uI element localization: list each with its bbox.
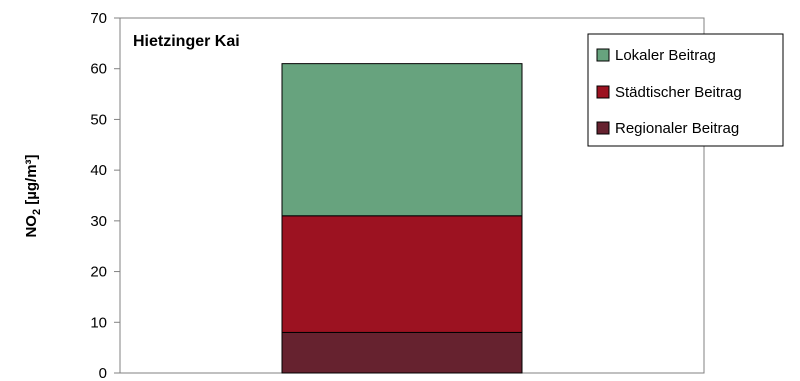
bar-segment-st-dtischer-beitrag bbox=[281, 215, 523, 333]
legend-swatch-lokaler-beitrag bbox=[596, 48, 610, 62]
y-tick-label: 30 bbox=[90, 213, 107, 230]
y-axis: 0 10 20 30 40 50 60 70 bbox=[90, 10, 121, 381]
y-axis-label: NO2 [µg/m³] bbox=[23, 154, 43, 237]
y-tick-label: 0 bbox=[99, 365, 107, 381]
chart-title: Hietzinger Kai bbox=[133, 33, 240, 50]
y-tick-label: 70 bbox=[90, 10, 107, 27]
y-axis-label-unit: [µg/m³] bbox=[23, 154, 40, 208]
legend-box bbox=[587, 33, 784, 147]
bar-stack bbox=[281, 63, 523, 374]
y-tick-label: 10 bbox=[90, 314, 107, 331]
y-tick-label: 60 bbox=[90, 61, 107, 78]
y-tick-label: 20 bbox=[90, 264, 107, 281]
y-tick-label: 50 bbox=[90, 111, 107, 128]
legend: Lokaler Beitrag Städtischer Beitrag Region… bbox=[587, 33, 784, 147]
legend-label-lokaler-beitrag: Lokaler Beitrag bbox=[615, 47, 716, 64]
legend-swatch-regionaler-beitrag bbox=[596, 121, 610, 135]
y-tick-label: 40 bbox=[90, 162, 107, 179]
y-axis-label-subscript: 2 bbox=[31, 209, 43, 215]
legend-label-regionaler-beitrag: Regionaler Beitrag bbox=[615, 120, 739, 137]
bar-segment-lokaler-beitrag bbox=[281, 63, 523, 217]
y-axis-label-main: NO bbox=[23, 215, 40, 238]
legend-swatch-st-dtischer-beitrag bbox=[596, 85, 610, 99]
bar-segment-regionaler-beitrag bbox=[281, 331, 523, 374]
legend-label-st-dtischer-beitrag: Städtischer Beitrag bbox=[615, 84, 742, 101]
